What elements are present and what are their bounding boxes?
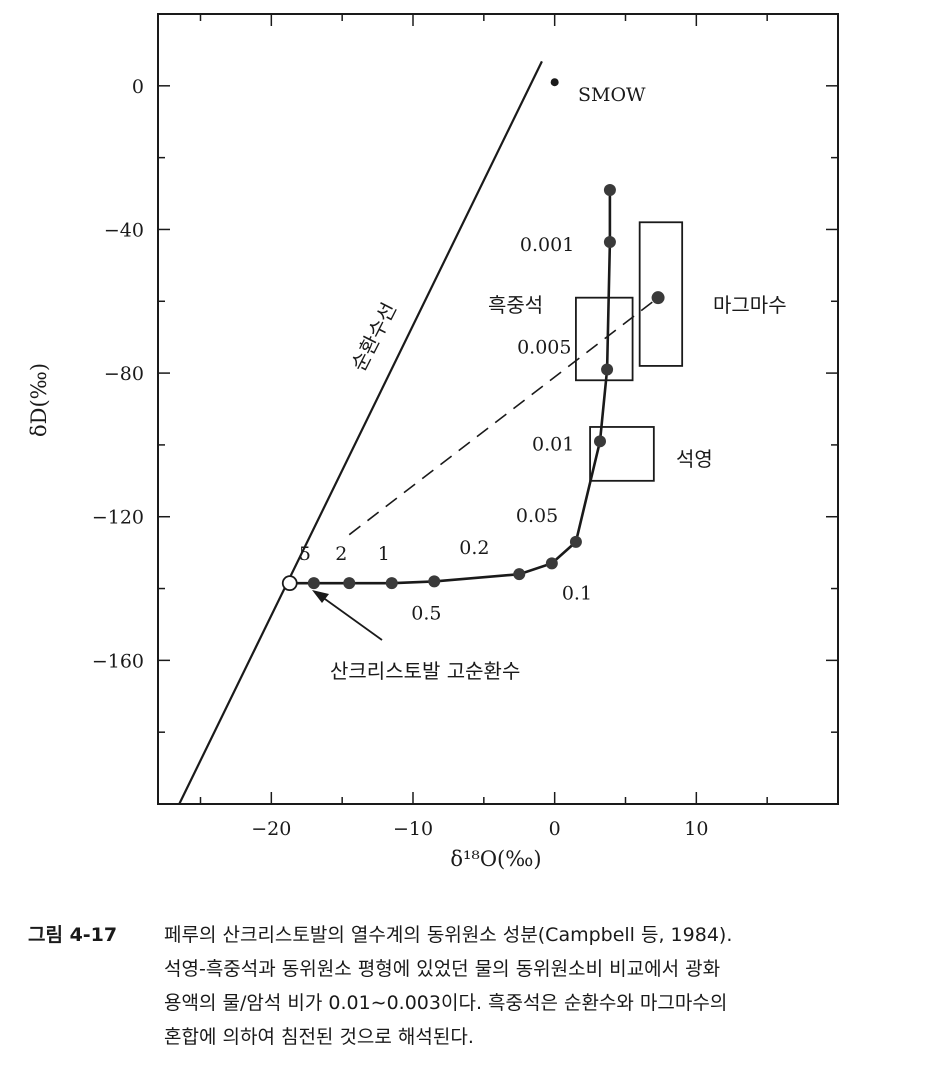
mixing-line xyxy=(348,297,659,536)
y-tick-label: 0 xyxy=(132,76,144,98)
y-axis-title: δD(‰) xyxy=(27,363,51,437)
curve-point xyxy=(343,577,356,590)
initial-water-arrow-shaft xyxy=(317,593,383,641)
magmatic-water-box xyxy=(638,221,684,367)
ratio-label: 0.01 xyxy=(532,433,574,455)
curve-point xyxy=(603,183,616,196)
curve-point xyxy=(307,577,320,590)
curve-point xyxy=(385,577,398,590)
ratio-label: 0.005 xyxy=(517,337,571,359)
y-tick-label: −160 xyxy=(92,650,144,672)
initial-water-label: 산크리스토발 고순환수 xyxy=(330,659,520,683)
curve-point xyxy=(569,535,582,548)
ratio-label: 0.5 xyxy=(411,602,441,624)
x-axis-title: δ¹⁸O(‰) xyxy=(450,847,541,871)
axis-tick-labels: −20 −10 0 10 0 −40 −80 −120 −160 xyxy=(92,76,709,840)
initial-water-arrowhead xyxy=(312,590,329,603)
curve-point xyxy=(428,575,441,588)
quartz-box xyxy=(589,426,655,482)
y-tick-label: −120 xyxy=(92,507,144,529)
curve-point xyxy=(513,568,526,581)
curve-point xyxy=(594,435,606,448)
ratio-label: 0.05 xyxy=(516,505,558,527)
curve-point xyxy=(603,236,616,249)
caption-line: 석영-흑중석과 동위원소 평형에 있었던 물의 동위원소비 비교에서 광화 xyxy=(164,958,721,980)
plot-frame xyxy=(157,13,839,805)
x-tick-label: −10 xyxy=(393,818,433,840)
initial-water-point xyxy=(281,575,298,592)
x-tick-label: 0 xyxy=(549,818,561,840)
caption-body: 페루의 산크리스토발의 열수계의 동위원소 성분(Campbell 등, 198… xyxy=(164,918,934,1054)
x-tick-label: 10 xyxy=(684,818,708,840)
ratio-label: 5 xyxy=(299,543,311,565)
curve-point xyxy=(545,557,558,570)
ratio-label: 2 xyxy=(335,543,347,565)
meteoric-water-line-label: 순환수선 xyxy=(346,299,401,375)
y-tick-label: −40 xyxy=(104,219,144,241)
sericite-label: 흑중석 xyxy=(488,293,543,317)
caption-line: 용액의 물/암석 비가 0.01∼0.003이다. 흑중석은 순환수와 마그마수… xyxy=(164,992,728,1014)
x-tick-label: −20 xyxy=(251,818,291,840)
axis-ticks xyxy=(158,14,838,804)
curve-point xyxy=(601,363,614,376)
ratio-label: 0.2 xyxy=(459,537,489,559)
water-rock-ratio-labels: 5 2 1 0.5 0.2 0.1 0.05 0.01 0.005 0.001 xyxy=(299,234,592,624)
ratio-label: 1 xyxy=(378,543,390,565)
ratio-label: 0.1 xyxy=(562,582,592,604)
meteoric-water-line xyxy=(178,60,543,805)
isotope-chart: −20 −10 0 10 0 −40 −80 −120 −160 δD(‰) δ¹⁸O(‰) 순… xyxy=(27,13,839,871)
caption-label: 그림 4-17 xyxy=(28,924,118,946)
smow-label: SMOW xyxy=(578,84,646,106)
sericite-box xyxy=(575,296,634,382)
quartz-label: 석영 xyxy=(676,447,713,471)
magmatic-water-label: 마그마수 xyxy=(713,293,787,317)
magmatic-water-point xyxy=(651,291,665,305)
y-tick-label: −80 xyxy=(104,363,144,385)
smow-point xyxy=(550,78,559,87)
caption-line: 페루의 산크리스토발의 열수계의 동위원소 성분(Campbell 등, 198… xyxy=(164,924,733,946)
ratio-label: 0.001 xyxy=(520,234,574,256)
caption-line: 혼합에 의하여 침전된 것으로 해석된다. xyxy=(164,1026,474,1048)
exchange-curve-points xyxy=(307,183,616,590)
